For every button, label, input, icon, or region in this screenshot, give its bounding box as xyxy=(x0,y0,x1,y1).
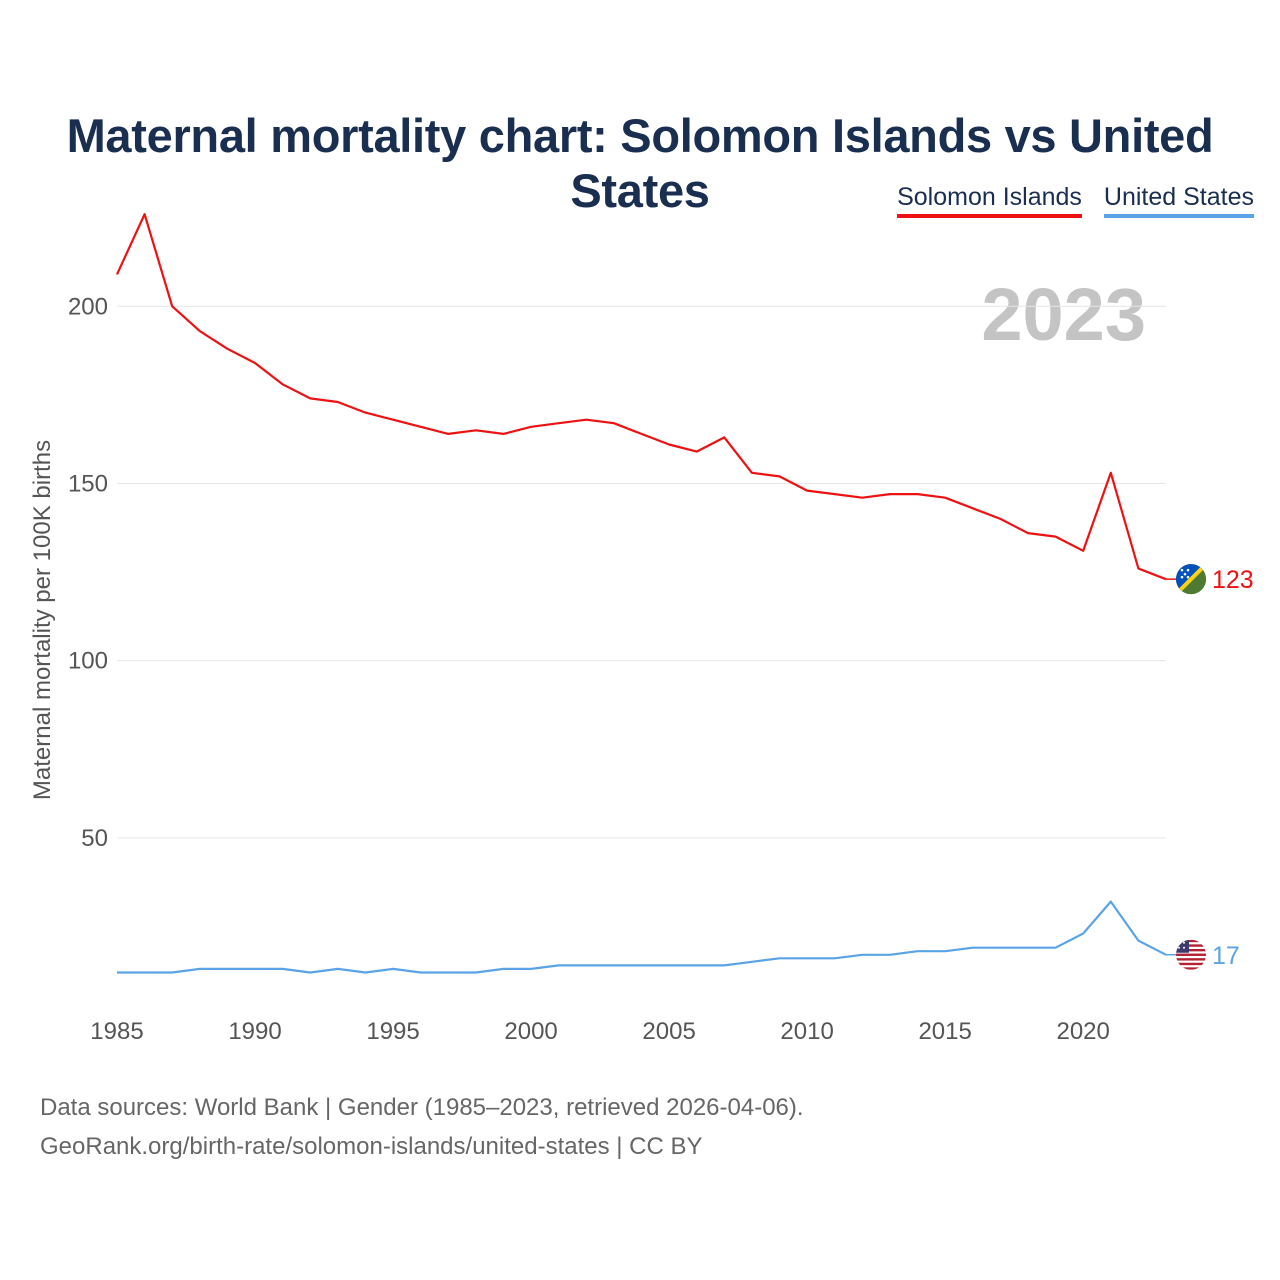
series-line-solomon-islands xyxy=(116,213,1167,581)
y-axis-ticks: 50 100 150 200 xyxy=(68,293,108,852)
y-tick-label: 200 xyxy=(68,293,108,320)
end-label-united-states: 17 xyxy=(1212,942,1240,970)
x-tick-label: 2010 xyxy=(780,1018,833,1045)
x-tick-label: 2015 xyxy=(918,1018,971,1045)
x-tick-label: 2020 xyxy=(1056,1018,1109,1045)
line-chart: 2023 50 100 150 200 1985 1990 1995 2000 2005 201… xyxy=(29,213,1254,1045)
y-tick-label: 50 xyxy=(81,825,108,852)
y-tick-label: 100 xyxy=(68,648,108,675)
x-axis-ticks: 1985 1990 1995 2000 2005 2010 2015 2020 xyxy=(90,1018,1110,1045)
x-tick-label: 2005 xyxy=(642,1018,695,1045)
chart-title: Maternal mortality chart: Solomon Island… xyxy=(66,109,1214,217)
year-watermark: 2023 xyxy=(981,273,1146,356)
series-lines: 123 17 xyxy=(116,213,1254,974)
x-tick-label: 1995 xyxy=(366,1018,419,1045)
source-link-text[interactable]: GeoRank.org/birth-rate/solomon-islands/u… xyxy=(40,1133,703,1160)
legend-item-united-states[interactable]: United States xyxy=(1103,183,1254,218)
x-tick-label: 2000 xyxy=(504,1018,557,1045)
legend-item-solomon-islands[interactable]: Solomon Islands xyxy=(897,183,1082,218)
legend: Solomon Islands United States xyxy=(897,183,1254,218)
footer: Data sources: World Bank | Gender (1985–… xyxy=(40,1088,804,1166)
data-source-text: Data sources: World Bank | Gender (1985–… xyxy=(40,1094,804,1121)
end-label-solomon-islands: 123 xyxy=(1212,566,1254,594)
y-tick-label: 150 xyxy=(68,470,108,497)
united-states-flag-icon xyxy=(1176,939,1206,970)
x-tick-label: 1990 xyxy=(228,1018,281,1045)
grid-lines xyxy=(117,305,1166,839)
series-line-united-states xyxy=(117,900,1167,974)
x-tick-label: 1985 xyxy=(90,1018,143,1045)
y-axis-label: Maternal mortality per 100K births xyxy=(29,440,56,800)
solomon-islands-flag-icon xyxy=(1176,564,1206,595)
